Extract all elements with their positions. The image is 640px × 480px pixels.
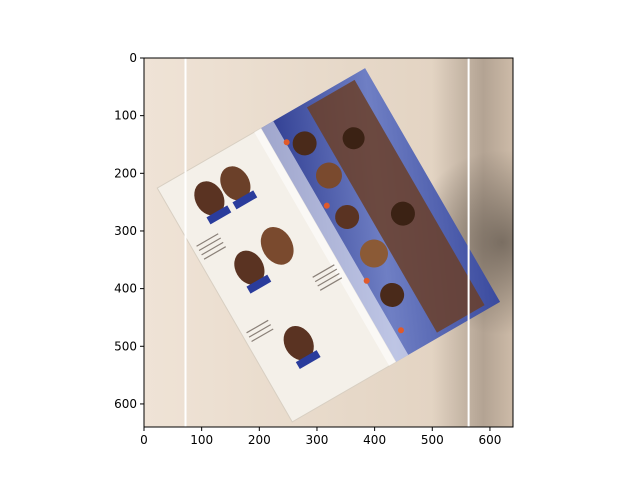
axes-frame — [143, 57, 514, 428]
foil-4 — [295, 350, 321, 370]
product-2 — [220, 166, 251, 201]
accent-4 — [397, 327, 404, 334]
product-group-right — [283, 79, 485, 334]
truffle-2 — [315, 162, 342, 189]
truffle-5 — [380, 282, 405, 307]
x-tick-label: 100 — [190, 433, 213, 447]
brochure-gutter-glare — [254, 121, 409, 366]
truffle-3 — [335, 205, 360, 230]
truffle-7 — [390, 201, 415, 226]
y-tick-label: 400 — [114, 282, 137, 296]
vertical-lines — [184, 58, 470, 427]
y-tick-label: 200 — [114, 166, 137, 180]
product-5 — [283, 326, 314, 361]
foil-1 — [206, 205, 232, 225]
truffle-1 — [292, 131, 317, 156]
x-tick-label: 400 — [363, 433, 386, 447]
foil-3 — [246, 274, 272, 294]
y-tick-label: 500 — [114, 339, 137, 353]
accent-3 — [363, 277, 370, 284]
brochure — [156, 68, 501, 423]
product-group-left — [194, 166, 321, 370]
y-axis: 0 100 200 300 400 500 600 — [114, 51, 144, 411]
x-tick-label: 200 — [248, 433, 271, 447]
product-3 — [234, 250, 265, 285]
accent-1 — [283, 139, 290, 146]
truffle-4 — [359, 239, 388, 268]
truffle-6 — [342, 127, 365, 150]
y-tick-label: 300 — [114, 224, 137, 238]
accent-2 — [323, 202, 330, 209]
x-tick-label: 300 — [306, 433, 329, 447]
x-tick-label: 500 — [421, 433, 444, 447]
x-tick-label: 0 — [140, 433, 148, 447]
photo — [144, 58, 513, 427]
x-tick-label: 600 — [478, 433, 501, 447]
y-tick-label: 100 — [114, 109, 137, 123]
text-columns-left — [196, 233, 343, 342]
x-axis: 0 100 200 300 400 500 600 — [140, 427, 501, 447]
foil-2 — [232, 190, 258, 210]
y-tick-label: 0 — [129, 51, 137, 65]
product-4 — [260, 226, 294, 265]
product-1 — [194, 181, 225, 216]
y-tick-label: 600 — [114, 397, 137, 411]
